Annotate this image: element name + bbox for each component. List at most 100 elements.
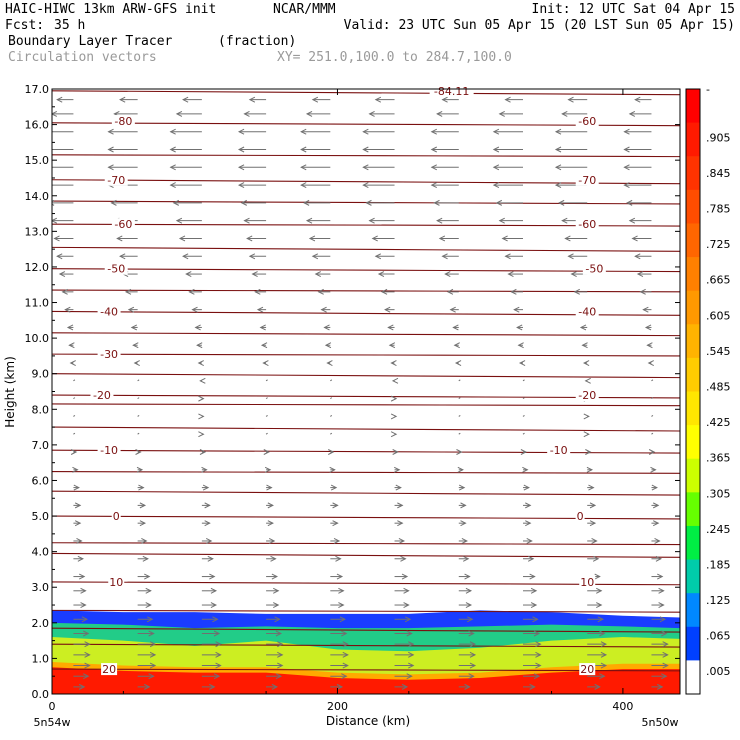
contour-label-bg xyxy=(579,663,596,676)
colorbar-swatch xyxy=(686,559,700,594)
wind-vector xyxy=(436,217,459,224)
wind-vector xyxy=(651,520,660,527)
wind-vector xyxy=(628,217,652,224)
x-tick-label: 200 xyxy=(327,700,348,713)
wind-vector xyxy=(441,253,459,260)
colorbar-swatch xyxy=(686,458,700,493)
contour-label-bg xyxy=(104,262,128,275)
wind-vector xyxy=(137,602,152,608)
wind-vector xyxy=(651,555,663,562)
wind-vector xyxy=(458,641,477,648)
wind-vector xyxy=(517,342,524,349)
wind-vector xyxy=(73,616,89,623)
wind-vector xyxy=(266,555,277,562)
contour-label-bg xyxy=(575,305,599,318)
colorbar-swatch xyxy=(686,89,700,124)
wind-vector xyxy=(446,288,459,295)
contour-label: -20 xyxy=(93,389,111,402)
contour-label: -70 xyxy=(578,174,596,187)
wind-vector xyxy=(523,555,535,562)
wind-vector xyxy=(137,673,155,680)
wind-vector xyxy=(583,431,590,438)
wind-vector xyxy=(243,110,267,117)
wind-vector xyxy=(182,96,202,103)
wind-vector xyxy=(73,630,90,637)
wind-vector xyxy=(136,466,144,473)
contour-label-bg xyxy=(111,510,121,523)
contour-labels: -80 -60 -70 -70 -60 -60 -50 -50 -40 -40 -30 -20 -20 -… xyxy=(90,84,606,676)
wind-vector xyxy=(449,306,459,313)
contour-line xyxy=(52,154,680,158)
plot-background xyxy=(52,89,680,694)
y-tick-label: 3.0 xyxy=(32,581,50,594)
contour-label: 20 xyxy=(102,663,116,676)
wind-vector xyxy=(73,662,91,669)
wind-vector xyxy=(371,235,395,242)
plot-area: -80 -60 -70 -70 -60 -60 -50 -50 -40 -40 -30 -20 -20 -… xyxy=(51,84,681,695)
wind-vector xyxy=(523,651,542,658)
wind-vector xyxy=(266,630,283,637)
wind-vector xyxy=(390,395,398,402)
wind-vector xyxy=(266,683,279,690)
y-tick-label: 14.0 xyxy=(25,190,50,203)
wind-vector xyxy=(362,128,395,135)
colorbar-tick-label: .905 xyxy=(706,131,731,144)
wind-vector xyxy=(266,538,276,544)
wind-vector xyxy=(651,397,654,400)
wind-vector xyxy=(642,306,652,313)
wind-vector xyxy=(441,96,459,103)
wind-vector xyxy=(650,466,657,473)
y-tick-label: 12.0 xyxy=(25,261,50,274)
wind-vector xyxy=(394,651,415,658)
contour-line xyxy=(52,403,680,407)
wind-vector xyxy=(72,466,79,473)
wind-vector xyxy=(262,360,269,366)
wind-vector xyxy=(265,432,268,435)
wind-vector xyxy=(554,164,588,171)
wind-vector xyxy=(266,616,281,623)
wind-vector xyxy=(330,662,349,669)
wind-vector xyxy=(651,630,668,637)
wind-vector xyxy=(636,271,652,278)
wind-vector xyxy=(458,555,470,562)
wind-vector xyxy=(330,630,348,637)
x-axis: 0 200 400 xyxy=(49,89,633,713)
wind-vector xyxy=(507,271,523,278)
wind-vector xyxy=(73,414,76,417)
wind-vector xyxy=(492,146,523,153)
org-label: NCAR/MMM xyxy=(273,2,336,17)
wind-vector xyxy=(169,128,202,135)
wind-vector xyxy=(73,651,91,658)
wind-vector xyxy=(430,164,459,171)
wind-vector xyxy=(256,306,267,313)
wind-vector xyxy=(458,587,473,594)
wind-vector xyxy=(651,502,660,509)
wind-vector xyxy=(201,466,208,473)
wind-vector xyxy=(522,466,529,473)
wind-vector xyxy=(458,662,477,669)
wind-vector xyxy=(458,573,471,580)
contour-label: -10 xyxy=(550,444,568,457)
colorbar-swatch xyxy=(686,257,700,292)
y-tick-label: 16.0 xyxy=(25,119,50,132)
wind-vector xyxy=(374,96,395,103)
wind-vector xyxy=(135,449,142,455)
contour-line xyxy=(52,246,680,252)
wind-vector xyxy=(567,253,588,260)
wind-vector xyxy=(651,662,669,669)
wind-vector xyxy=(137,616,154,623)
wind-vector xyxy=(523,616,539,623)
wind-vector xyxy=(587,673,606,680)
wind-vector xyxy=(137,397,140,400)
wind-vector xyxy=(492,128,523,135)
contour-label-bg xyxy=(111,115,135,128)
wind-vector xyxy=(651,651,669,658)
contour-line xyxy=(52,353,680,357)
wind-vector xyxy=(266,662,284,669)
wind-vector xyxy=(651,673,668,680)
wind-vector xyxy=(495,199,523,206)
colorbar-swatch xyxy=(686,223,700,258)
contour-label: 10 xyxy=(580,576,594,589)
colorbar: - .905 .845 .785 .725 .665 .605 .545 .485 .425 .36… xyxy=(685,83,731,695)
contour-label-bg xyxy=(575,510,585,523)
